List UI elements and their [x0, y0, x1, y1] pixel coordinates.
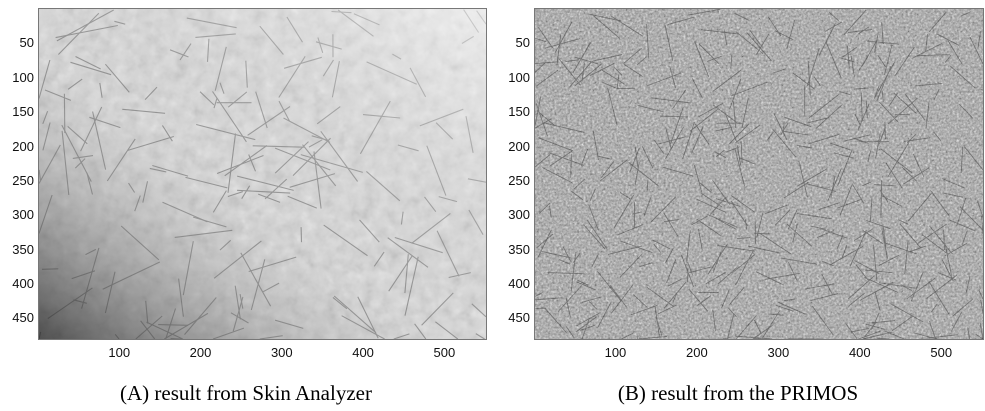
- x-tick-label: 100: [108, 345, 131, 360]
- x-tick-label: 300: [270, 345, 293, 360]
- skin-analyzer-image: [38, 8, 487, 340]
- y-tick-label: 200: [12, 138, 34, 154]
- y-tick-label: 300: [12, 207, 34, 223]
- y-tick-label: 150: [508, 104, 530, 120]
- y-tick-label: 450: [508, 310, 530, 326]
- caption-a: (A) result from Skin Analyzer: [120, 381, 372, 405]
- skin-analyzer-texture: [39, 9, 486, 339]
- caption-b: (B) result from the PRIMOS: [617, 381, 859, 405]
- y-tick-label: 450: [12, 310, 34, 326]
- x-tick-label: 300: [767, 345, 790, 360]
- x-tick-label: 100: [604, 345, 627, 360]
- y-tick-label: 100: [12, 69, 34, 85]
- x-tick-label: 400: [352, 345, 374, 360]
- y-tick-label: 400: [12, 276, 34, 291]
- x-tick-label: 500: [930, 345, 953, 360]
- y-tick-label: 250: [12, 172, 34, 188]
- y-tick-label: 200: [508, 138, 530, 154]
- y-tick-label: 150: [12, 104, 34, 120]
- y-tick-label: 400: [508, 276, 530, 291]
- y-tick-label: 350: [508, 241, 530, 257]
- x-tick-label: 500: [433, 345, 456, 360]
- x-tick-label: 200: [189, 345, 212, 360]
- primos-texture: [535, 9, 983, 339]
- panel-a: 50 100 150 200 250 300 350 400 450 100 200 300 400 5…: [0, 0, 492, 411]
- y-tick-label: 250: [508, 172, 530, 188]
- y-tick-label: 350: [12, 241, 34, 257]
- x-tick-label: 200: [686, 345, 708, 360]
- panel-b: 50 100 150 200 250 300 350 400 450 100 200 300 400 5…: [492, 0, 984, 411]
- y-tick-label: 50: [19, 35, 34, 51]
- primos-image: [534, 8, 984, 340]
- y-tick-label: 50: [515, 35, 530, 51]
- y-tick-label: 100: [508, 69, 530, 85]
- x-tick-label: 400: [848, 345, 871, 360]
- y-tick-label: 300: [508, 207, 530, 223]
